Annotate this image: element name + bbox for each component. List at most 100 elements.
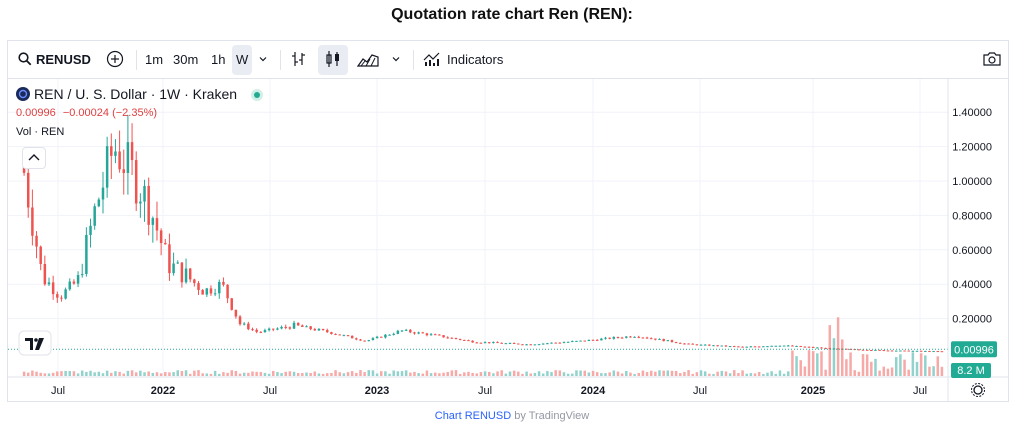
candle-body (97, 199, 101, 207)
candle-body (508, 342, 512, 344)
toolbar-divider (413, 50, 414, 70)
candle-body (645, 337, 649, 339)
last-price: 0.00996 (16, 107, 56, 119)
volume-bar (143, 372, 146, 376)
interval-30m[interactable]: 30m (173, 52, 199, 67)
volume-bar (238, 373, 242, 376)
candle-body (226, 284, 229, 299)
candle-body (940, 351, 944, 353)
volume-bar (890, 367, 894, 376)
volume-bar (554, 370, 557, 376)
volume-bar (899, 354, 902, 376)
area-style-button[interactable] (356, 41, 379, 79)
volume-bar (296, 373, 300, 376)
candles (22, 114, 944, 353)
time-tick-label: Jul (478, 385, 492, 397)
candle-body (288, 327, 292, 329)
collapse-legend-button[interactable] (22, 147, 46, 169)
volume-bar (807, 350, 811, 376)
chart-source-link[interactable]: Chart RENUSD (434, 410, 512, 422)
volume-bar (820, 351, 823, 376)
candle-body (595, 339, 599, 341)
candle-body (188, 268, 192, 280)
volume-bar (168, 372, 171, 376)
candle-body (350, 335, 354, 339)
candle-body (446, 337, 449, 339)
volume-bar (317, 373, 321, 376)
indicators-button[interactable]: Indicators (423, 41, 503, 79)
candle-body (824, 348, 827, 350)
volume-bar (662, 370, 665, 376)
price-tick-label: 1.20000 (952, 142, 992, 154)
bars-style-button[interactable] (291, 41, 307, 79)
candle-body (346, 335, 350, 337)
volume-bar (338, 372, 341, 376)
compare-add-button[interactable] (106, 41, 124, 79)
volume-bar (429, 373, 433, 376)
candle-body (155, 218, 159, 231)
candle-body (865, 349, 869, 351)
candle-body (433, 334, 437, 336)
volume-bar (608, 372, 611, 376)
candle-body (541, 343, 545, 345)
candle-body (566, 341, 570, 343)
candle-body (479, 342, 483, 344)
volume-bar (355, 372, 358, 376)
candle-body (359, 339, 362, 341)
volume-bar (716, 371, 719, 376)
candle-body (932, 351, 935, 353)
tradingview-logo (18, 330, 52, 356)
chart-type-dropdown-button[interactable] (391, 41, 401, 79)
volume-bar (882, 366, 886, 376)
volume-bar (778, 370, 782, 376)
interval-1m[interactable]: 1m (145, 52, 164, 67)
settings-gear-button[interactable] (971, 383, 985, 397)
candle-body (737, 346, 740, 348)
candle-body (791, 345, 794, 347)
volume-bar (699, 370, 703, 376)
candle-body (201, 290, 204, 295)
candle-body (26, 172, 30, 208)
candle-body (367, 340, 371, 342)
interval-1h[interactable]: 1h (211, 52, 226, 67)
volume-bar (413, 371, 416, 376)
candle-body (375, 336, 379, 339)
candle-body (251, 329, 254, 331)
volume-bar (446, 371, 449, 376)
volume-bar (811, 351, 815, 376)
time-tick-label: Jul (913, 385, 927, 397)
volume-bar (865, 354, 869, 376)
camera-icon (983, 52, 1001, 66)
screenshot-button[interactable] (982, 41, 1002, 79)
area-chart-icon (356, 54, 379, 67)
interval-dropdown-button[interactable] (258, 41, 268, 79)
toolbar-divider (280, 50, 281, 70)
candle-body (43, 263, 47, 285)
candles-style-button[interactable] (325, 41, 341, 79)
candle-body (56, 294, 59, 298)
indicators-label: Indicators (447, 52, 504, 67)
price-chart[interactable]: 0.20000 0.40000 0.60000 0.80000 1.00000 1.200… (8, 79, 1008, 401)
candle-body (396, 330, 400, 334)
symbol-description: REN / U. S. Dollar · 1W · Kraken (34, 86, 238, 102)
volume-bar (272, 370, 275, 376)
volume-bars (22, 317, 944, 376)
interval-w[interactable]: W (236, 52, 249, 67)
candle-body (463, 339, 466, 341)
candle-body (894, 350, 898, 352)
candle-body (417, 332, 420, 334)
volume-bar (76, 373, 80, 376)
candle-body (517, 343, 520, 345)
volume-bar (604, 373, 607, 376)
volume-bar (874, 358, 877, 376)
symbol-search-button[interactable]: RENUSD (18, 41, 91, 79)
candle-body (733, 346, 736, 348)
volume-bar (558, 370, 562, 376)
candle-body (625, 336, 628, 338)
candle-body (400, 330, 404, 332)
candle-body (242, 323, 246, 325)
candle-body (741, 346, 744, 348)
candle-body (583, 340, 586, 342)
candle-body (72, 281, 76, 284)
volume-bar (679, 373, 682, 376)
